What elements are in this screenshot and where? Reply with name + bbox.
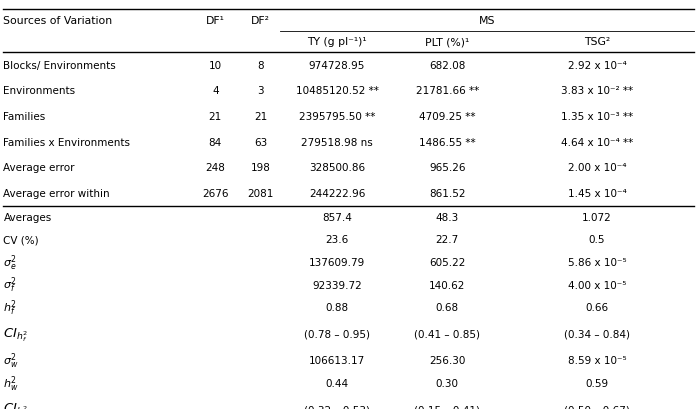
Text: 0.59: 0.59 (585, 378, 608, 388)
Text: 244222.96: 244222.96 (309, 189, 365, 198)
Text: 605.22: 605.22 (429, 257, 466, 267)
Text: 92339.72: 92339.72 (312, 280, 362, 290)
Text: 137609.79: 137609.79 (309, 257, 365, 267)
Text: 0.68: 0.68 (436, 302, 459, 312)
Text: 21: 21 (208, 112, 222, 121)
Text: 0.30: 0.30 (436, 378, 459, 388)
Text: 21: 21 (254, 112, 268, 121)
Text: 5.86 x 10⁻⁵: 5.86 x 10⁻⁵ (567, 257, 627, 267)
Text: 2395795.50 **: 2395795.50 ** (299, 112, 375, 121)
Text: 4: 4 (212, 86, 219, 96)
Text: (0.50 – 0.67): (0.50 – 0.67) (564, 405, 630, 409)
Text: 3.83 x 10⁻² **: 3.83 x 10⁻² ** (561, 86, 633, 96)
Text: (0.15 – 0.41): (0.15 – 0.41) (414, 405, 480, 409)
Text: 1.35 x 10⁻³ **: 1.35 x 10⁻³ ** (561, 112, 633, 121)
Text: 1486.55 **: 1486.55 ** (419, 137, 475, 147)
Text: 279518.98 ns: 279518.98 ns (301, 137, 373, 147)
Text: Averages: Averages (3, 212, 52, 222)
Text: (0.34 – 0.84): (0.34 – 0.84) (564, 329, 630, 339)
Text: $h^2_f$: $h^2_f$ (3, 298, 17, 317)
Text: 0.5: 0.5 (589, 235, 605, 245)
Text: 0.66: 0.66 (585, 302, 608, 312)
Text: $CI_{h^2_f}$: $CI_{h^2_f}$ (3, 325, 29, 343)
Text: 248: 248 (206, 163, 225, 173)
Text: MS: MS (479, 16, 495, 26)
Text: 682.08: 682.08 (429, 61, 466, 70)
Text: 10485120.52 **: 10485120.52 ** (296, 86, 378, 96)
Text: 2.00 x 10⁻⁴: 2.00 x 10⁻⁴ (568, 163, 626, 173)
Text: 140.62: 140.62 (429, 280, 466, 290)
Text: $\sigma^2_e$: $\sigma^2_e$ (3, 253, 17, 272)
Text: TY (g pl⁻¹)¹: TY (g pl⁻¹)¹ (307, 37, 367, 47)
Text: 328500.86: 328500.86 (309, 163, 365, 173)
Text: 23.6: 23.6 (325, 235, 348, 245)
Text: Families x Environments: Families x Environments (3, 137, 130, 147)
Text: 48.3: 48.3 (436, 212, 459, 222)
Text: Average error within: Average error within (3, 189, 110, 198)
Text: 256.30: 256.30 (429, 355, 466, 366)
Text: 974728.95: 974728.95 (309, 61, 365, 70)
Text: $\sigma^2_w$: $\sigma^2_w$ (3, 351, 19, 370)
Text: 0.88: 0.88 (325, 302, 348, 312)
Text: (0.41 – 0.85): (0.41 – 0.85) (414, 329, 480, 339)
Text: Environments: Environments (3, 86, 75, 96)
Text: 3: 3 (257, 86, 264, 96)
Text: DF¹: DF¹ (206, 16, 225, 26)
Text: 0.44: 0.44 (325, 378, 348, 388)
Text: Average error: Average error (3, 163, 75, 173)
Text: 2081: 2081 (247, 189, 274, 198)
Text: 1.072: 1.072 (582, 212, 612, 222)
Text: 63: 63 (254, 137, 268, 147)
Text: 861.52: 861.52 (429, 189, 466, 198)
Text: 8: 8 (257, 61, 264, 70)
Text: 22.7: 22.7 (436, 235, 459, 245)
Text: 198: 198 (251, 163, 270, 173)
Text: 21781.66 **: 21781.66 ** (415, 86, 479, 96)
Text: $h^2_w$: $h^2_w$ (3, 373, 19, 393)
Text: CV (%): CV (%) (3, 235, 39, 245)
Text: 4709.25 **: 4709.25 ** (419, 112, 475, 121)
Text: 4.00 x 10⁻⁵: 4.00 x 10⁻⁵ (568, 280, 626, 290)
Text: 84: 84 (208, 137, 222, 147)
Text: 1.45 x 10⁻⁴: 1.45 x 10⁻⁴ (567, 189, 627, 198)
Text: $CI_{h^2_w}$: $CI_{h^2_w}$ (3, 401, 30, 409)
Text: (0.78 – 0.95): (0.78 – 0.95) (304, 329, 370, 339)
Text: $\sigma^2_f$: $\sigma^2_f$ (3, 275, 17, 294)
Text: Blocks/ Environments: Blocks/ Environments (3, 61, 116, 70)
Text: DF²: DF² (251, 16, 270, 26)
Text: 2676: 2676 (202, 189, 229, 198)
Text: TSG²: TSG² (584, 37, 610, 47)
Text: 8.59 x 10⁻⁵: 8.59 x 10⁻⁵ (567, 355, 627, 366)
Text: 10: 10 (209, 61, 222, 70)
Text: 857.4: 857.4 (322, 212, 352, 222)
Text: 965.26: 965.26 (429, 163, 466, 173)
Text: PLT (%)¹: PLT (%)¹ (425, 37, 469, 47)
Text: Sources of Variation: Sources of Variation (3, 16, 113, 26)
Text: 2.92 x 10⁻⁴: 2.92 x 10⁻⁴ (567, 61, 627, 70)
Text: (0.32 – 0.53): (0.32 – 0.53) (304, 405, 370, 409)
Text: Families: Families (3, 112, 46, 121)
Text: 4.64 x 10⁻⁴ **: 4.64 x 10⁻⁴ ** (561, 137, 633, 147)
Text: 106613.17: 106613.17 (309, 355, 365, 366)
